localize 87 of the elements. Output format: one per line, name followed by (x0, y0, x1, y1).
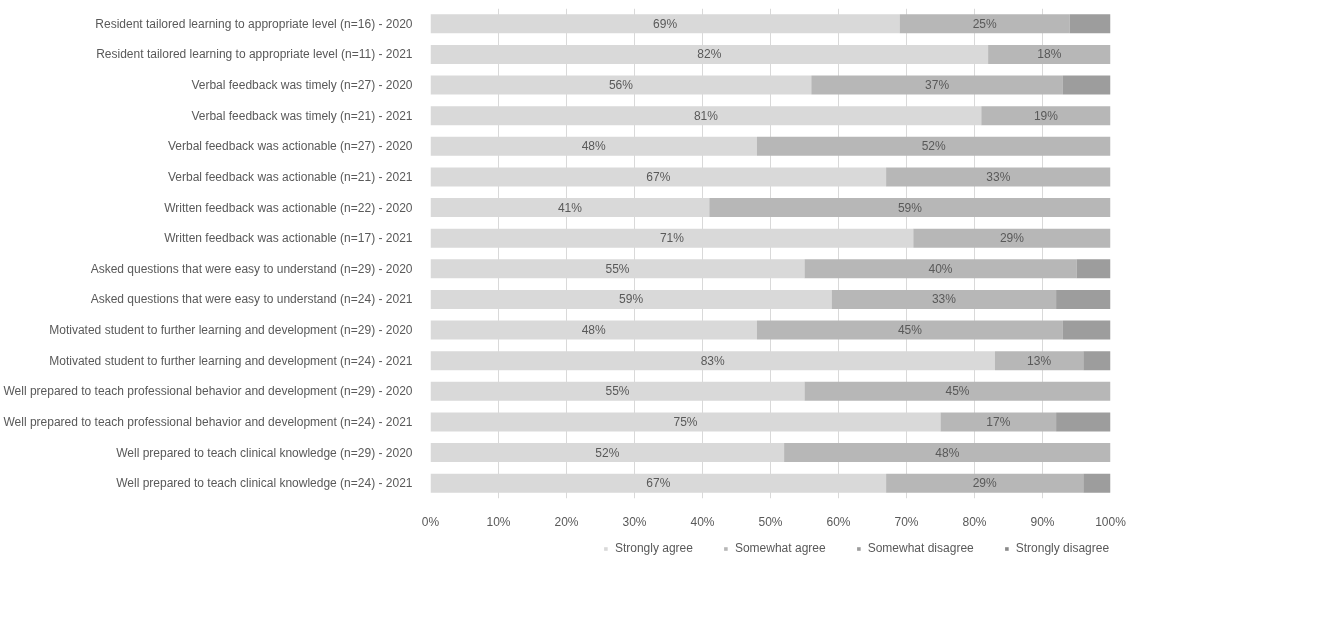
bar (899, 14, 1070, 34)
data-label: 25% (972, 16, 998, 31)
x-tick-label: 90% (1030, 514, 1055, 529)
y-tick-label: Verbal feedback was actionable (n=21) - 2021 (168, 169, 413, 184)
y-tick-label: Asked questions that were easy to understand (n=29) - 2020 (90, 261, 413, 276)
data-label: 37% (925, 78, 950, 93)
bar (994, 351, 1084, 371)
data-label: 29% (972, 476, 998, 491)
data-label: 18% (1037, 47, 1062, 62)
bar (988, 44, 1111, 64)
bar (886, 473, 1084, 493)
bar (831, 289, 1057, 309)
y-tick-label: Well prepared to teach professional behavior and development (n=24) - 2021 (3, 414, 413, 429)
x-tick-label: 40% (690, 514, 715, 529)
data-label: 83% (700, 353, 726, 368)
bar (1056, 412, 1111, 432)
legend-label: Somewhat agree (734, 541, 826, 555)
data-label: 56% (608, 78, 634, 93)
y-tick-label: Motivated student to further learning and development (n=29) - 2020 (49, 323, 413, 338)
legend-label: Strongly disagree (1015, 541, 1110, 555)
data-label: 82% (697, 47, 722, 62)
data-label: 69% (653, 16, 678, 31)
x-tick-label: 0% (421, 514, 440, 529)
data-label: 67% (646, 476, 671, 491)
bar (1076, 259, 1111, 279)
y-tick-label: Written feedback was actionable (n=17) - 2021 (164, 231, 413, 246)
data-label: 13% (1027, 353, 1052, 368)
data-label: 48% (581, 139, 607, 154)
bar (1062, 320, 1111, 340)
bar (784, 443, 1111, 463)
bar (756, 320, 1063, 340)
data-label: 75% (673, 414, 698, 429)
bar (940, 412, 1057, 432)
bar (811, 75, 1063, 95)
data-label: 55% (605, 384, 630, 399)
x-tick-label: 50% (758, 514, 783, 529)
y-tick-label: Resident tailored learning to appropriate level (n=16) - 2020 (95, 16, 413, 31)
y-tick-label: Well prepared to teach professional behavior and development (n=29) - 2020 (3, 384, 413, 399)
data-label: 71% (659, 231, 685, 246)
data-label: 33% (986, 169, 1011, 184)
data-label: 59% (619, 292, 644, 307)
data-label: 33% (931, 292, 957, 307)
y-tick-label: Asked questions that were easy to understand (n=24) - 2021 (90, 292, 413, 307)
bar (1056, 289, 1111, 309)
data-label: 59% (897, 200, 923, 215)
x-tick-label: 60% (826, 514, 851, 529)
data-label: 29% (999, 231, 1025, 246)
x-tick-label: 20% (554, 514, 579, 529)
x-tick-label: 70% (894, 514, 919, 529)
y-tick-label: Well prepared to teach clinical knowledge (n=29) - 2020 (116, 445, 413, 460)
x-tick-label: 30% (622, 514, 647, 529)
x-tick-label: 100% (1095, 514, 1127, 529)
y-tick-label: Motivated student to further learning and development (n=24) - 2021 (49, 353, 413, 368)
y-tick-label: Resident tailored learning to appropriate level (n=11) - 2021 (96, 47, 413, 62)
y-tick-label: Well prepared to teach clinical knowledge (n=24) - 2021 (116, 476, 413, 491)
bar (1062, 75, 1111, 95)
y-tick-label: Verbal feedback was timely (n=21) - 2021 (191, 108, 413, 123)
data-label: 52% (921, 139, 947, 154)
data-label: 52% (595, 445, 620, 460)
bar (1083, 351, 1111, 371)
bar (756, 136, 1111, 156)
data-label: 19% (1033, 108, 1059, 123)
bar (804, 259, 1077, 279)
y-tick-label: Written feedback was actionable (n=22) - 2020 (164, 200, 413, 215)
data-label: 41% (557, 200, 583, 215)
data-label: 55% (605, 261, 630, 276)
data-label: 45% (945, 384, 970, 399)
legend-label: Somewhat disagree (867, 541, 974, 555)
bar (913, 228, 1111, 248)
y-tick-label: Verbal feedback was timely (n=27) - 2020 (191, 78, 413, 93)
x-tick-label: 10% (486, 514, 511, 529)
data-label: 17% (986, 414, 1011, 429)
data-label: 81% (693, 108, 719, 123)
bar (1083, 473, 1111, 493)
bar (1069, 14, 1111, 34)
bar (804, 381, 1111, 401)
data-label: 48% (581, 323, 607, 338)
data-label: 45% (897, 323, 923, 338)
data-label: 67% (646, 169, 671, 184)
data-label: 40% (928, 261, 953, 276)
x-tick-label: 80% (962, 514, 987, 529)
legend-label: Strongly agree (614, 541, 693, 555)
bar (981, 106, 1111, 126)
bar (886, 167, 1111, 187)
data-label: 48% (935, 445, 960, 460)
bar (709, 198, 1111, 218)
y-tick-label: Verbal feedback was actionable (n=27) - 2020 (168, 139, 413, 154)
